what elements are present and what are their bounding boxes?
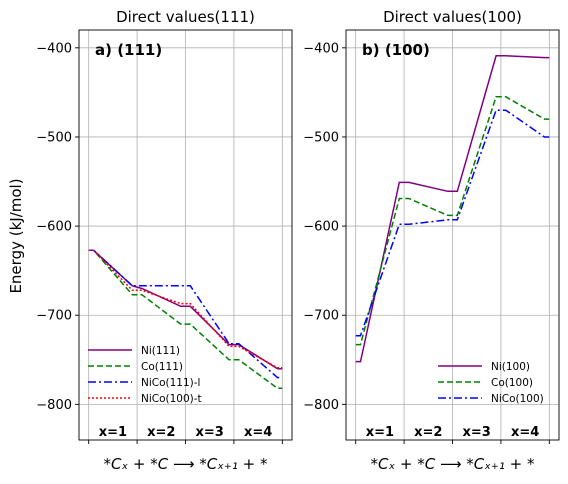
legend: Ni(111) Co(111) NiCo(111)-l NiCo(100)-t xyxy=(88,345,202,405)
ytick-label: −600 xyxy=(36,220,72,235)
legend-label: Co(111) xyxy=(141,361,183,373)
ytick-label: −500 xyxy=(303,130,339,145)
series-line-nico-111-l xyxy=(88,249,283,379)
series-line-co-100- xyxy=(355,96,550,346)
legend: Ni(100) Co(100) NiCo(100) xyxy=(438,361,544,405)
grid xyxy=(346,30,559,440)
legend-label: Co(100) xyxy=(491,377,533,389)
x-group-label: x=2 xyxy=(147,425,175,440)
series-line-nico-100-t xyxy=(88,249,283,369)
series-line-ni-111- xyxy=(88,249,283,370)
ytick-label: −400 xyxy=(303,41,339,56)
x-group-label: x=3 xyxy=(463,425,491,440)
y-axis-label: Energy (kJ/mol) xyxy=(7,178,25,293)
legend-label: NiCo(100) xyxy=(491,393,544,405)
legend-label: NiCo(111)-l xyxy=(141,377,200,389)
x-group-label: x=2 xyxy=(414,425,442,440)
ytick-label: −800 xyxy=(36,398,72,413)
ytick-label: −700 xyxy=(303,309,339,324)
x-axis-label: *Cₓ + *C ⟶ *Cₓ₊₁ + * xyxy=(104,455,268,473)
ytick-label: −700 xyxy=(36,309,72,324)
chart-title: Direct values(111) xyxy=(116,8,255,26)
x-group-label: x=4 xyxy=(244,425,272,440)
legend-label: NiCo(100)-t xyxy=(141,393,202,405)
panel-label: b) (100) xyxy=(362,41,430,59)
panel-label: a) (111) xyxy=(95,41,162,59)
series-line-co-111- xyxy=(88,249,283,390)
x-group-label: x=1 xyxy=(366,425,394,440)
ytick-label: −500 xyxy=(36,130,72,145)
ytick-label: −600 xyxy=(303,220,339,235)
legend-label: Ni(111) xyxy=(141,345,180,357)
ytick-label: −400 xyxy=(36,41,72,56)
legend-label: Ni(100) xyxy=(491,361,530,373)
grid xyxy=(79,30,292,440)
x-group-label: x=4 xyxy=(511,425,539,440)
chart-panel-100: Direct values(100) −800 −700 −600 −500 −400 x=… xyxy=(303,8,560,473)
x-group-label: x=3 xyxy=(196,425,224,440)
ytick-label: −800 xyxy=(303,398,339,413)
x-axis-label: *Cₓ + *C ⟶ *Cₓ₊₁ + * xyxy=(371,455,535,473)
chart-title: Direct values(100) xyxy=(383,8,522,26)
x-group-label: x=1 xyxy=(99,425,127,440)
series-line-ni-100- xyxy=(355,55,550,363)
chart-panel-111: Direct values(111) −800 −700 −600 −500 −400 x=… xyxy=(36,8,293,473)
series-line-nico-100- xyxy=(355,109,550,337)
